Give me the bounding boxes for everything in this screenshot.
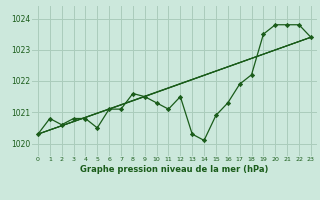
X-axis label: Graphe pression niveau de la mer (hPa): Graphe pression niveau de la mer (hPa) xyxy=(80,165,268,174)
